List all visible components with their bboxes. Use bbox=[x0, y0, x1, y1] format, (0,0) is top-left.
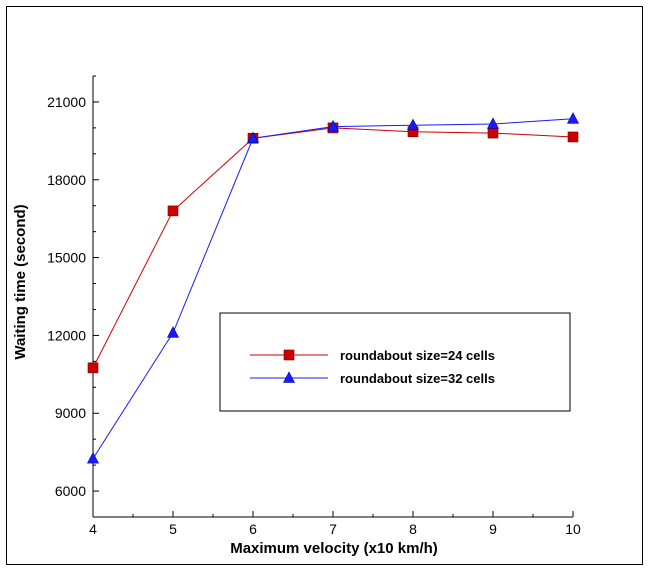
x-tick-label: 4 bbox=[89, 521, 97, 537]
legend-item: roundabout size=32 cells bbox=[250, 371, 495, 386]
x-axis-title: Maximum velocity (x10 km/h) bbox=[230, 540, 438, 557]
legend: roundabout size=24 cells roundabout size=… bbox=[219, 312, 571, 412]
x-tick-label: 8 bbox=[409, 521, 417, 537]
y-tick-label: 21000 bbox=[47, 94, 86, 110]
legend-label: roundabout size=32 cells bbox=[340, 371, 495, 386]
y-tick-label: 12000 bbox=[47, 327, 86, 343]
y-axis-title: Waiting time (second) bbox=[12, 204, 29, 359]
legend-label: roundabout size=24 cells bbox=[340, 348, 495, 363]
series-layer bbox=[87, 112, 579, 464]
y-tick-label: 15000 bbox=[47, 250, 86, 266]
data-point bbox=[167, 326, 179, 338]
x-ticks: 4 5 6 7 8 9 10 bbox=[89, 511, 581, 537]
data-point bbox=[167, 205, 179, 217]
data-point bbox=[87, 451, 99, 464]
y-ticks: 6000 9000 12000 15000 18000 21000 bbox=[47, 75, 99, 518]
legend-items: roundabout size=24 cells roundabout size=… bbox=[250, 348, 495, 386]
x-tick-label: 10 bbox=[565, 521, 581, 537]
plot-area: 4 5 6 7 8 9 10 6000 9000 12000 15000 18000 21000 bbox=[47, 75, 581, 537]
data-point bbox=[487, 127, 499, 139]
legend-marker bbox=[283, 349, 295, 361]
data-point bbox=[567, 131, 579, 143]
x-tick-label: 5 bbox=[169, 521, 177, 537]
data-point bbox=[327, 119, 339, 132]
legend-item: roundabout size=24 cells bbox=[250, 348, 495, 363]
figure-frame bbox=[6, 6, 643, 565]
data-point bbox=[247, 131, 259, 144]
data-point bbox=[487, 117, 499, 129]
data-point bbox=[407, 118, 419, 131]
legend-box bbox=[219, 312, 571, 412]
x-tick-label: 7 bbox=[329, 521, 337, 537]
series-2 bbox=[87, 112, 579, 464]
data-point bbox=[567, 112, 579, 124]
legend-marker bbox=[283, 371, 295, 383]
x-tick-label: 6 bbox=[249, 521, 257, 537]
y-tick-label: 6000 bbox=[55, 483, 86, 499]
x-tick-label: 9 bbox=[489, 521, 497, 537]
data-point bbox=[87, 362, 99, 374]
y-tick-label: 18000 bbox=[47, 172, 86, 188]
y-tick-label: 9000 bbox=[55, 405, 86, 421]
